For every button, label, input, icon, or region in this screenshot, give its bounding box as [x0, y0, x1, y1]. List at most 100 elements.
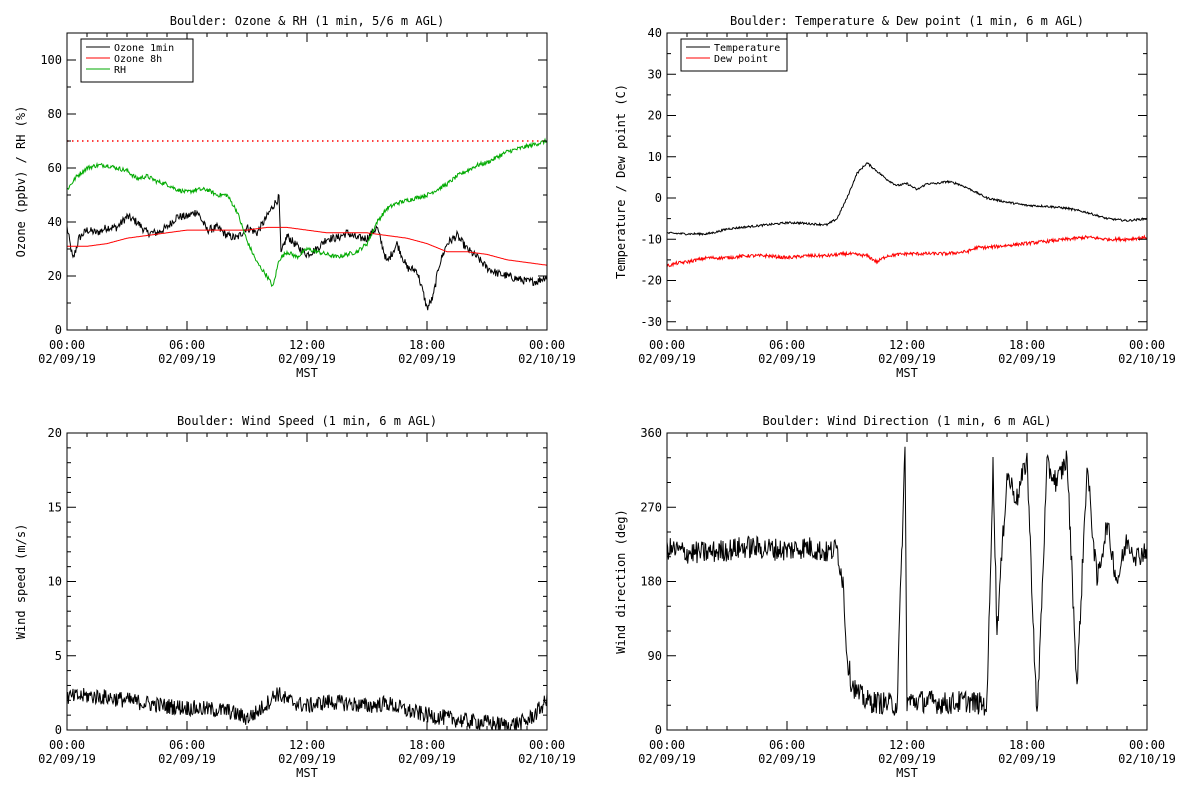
series-line-data: [667, 446, 1147, 716]
y-tick-label: 40: [648, 26, 662, 40]
legend-entry: Ozone 1min: [114, 43, 174, 54]
plot-area: [67, 687, 547, 730]
chart-title: Boulder: Wind Direction (1 min, 6 m AGL): [763, 414, 1052, 428]
x-tick-time-label: 18:00: [409, 738, 445, 752]
y-tick-label: 0: [655, 191, 662, 205]
series-line-ozone-8h: [67, 226, 547, 266]
y-tick-label: 20: [48, 269, 62, 283]
series-line-data: [67, 687, 547, 730]
plot-area: [667, 162, 1147, 268]
y-tick-label: 0: [55, 723, 62, 737]
x-tick-date-label: 02/09/19: [158, 352, 216, 366]
y-tick-label: 20: [48, 426, 62, 440]
x-tick-time-label: 00:00: [529, 338, 565, 352]
x-tick-date-label: 02/09/19: [38, 752, 96, 766]
series-line-dew-point: [667, 234, 1147, 268]
chart-panel-3: Boulder: Wind Speed (1 min, 6 m AGL) 0 5 10…: [14, 414, 576, 780]
x-tick-date-label: 02/09/19: [998, 352, 1056, 366]
x-tick-time-label: 18:00: [1009, 738, 1045, 752]
x-axis-label: MST: [296, 766, 318, 780]
legend-box: [680, 38, 788, 72]
x-tick-time-label: 00:00: [49, 738, 85, 752]
x-tick-time-label: 18:00: [1009, 338, 1045, 352]
x-tick-date-label: 02/09/19: [638, 752, 696, 766]
x-axis-label: MST: [296, 366, 318, 380]
x-tick-date-label: 02/09/19: [158, 752, 216, 766]
x-tick-time-label: 06:00: [769, 338, 805, 352]
x-tick-time-label: 00:00: [649, 738, 685, 752]
y-tick-label: 15: [48, 500, 62, 514]
y-tick-label: -30: [640, 315, 662, 329]
legend-box: [80, 38, 194, 83]
plot-area: [67, 137, 547, 311]
y-tick-label: 10: [648, 150, 662, 164]
y-tick-label: 80: [48, 107, 62, 121]
chart-panel-1: Boulder: Ozone & RH (1 min, 5/6 m AGL) 02…: [14, 14, 576, 380]
y-tick-label: 100: [40, 53, 62, 67]
series-line-temperature: [667, 162, 1147, 237]
y-tick-label: -20: [640, 274, 662, 288]
y-tick-label: 5: [55, 649, 62, 663]
x-tick-time-label: 06:00: [169, 338, 205, 352]
y-tick-label: 0: [655, 723, 662, 737]
y-tick-label: 360: [640, 426, 662, 440]
chart-panel-2: Boulder: Temperature & Dew point (1 min,…: [614, 14, 1176, 380]
y-axis-label: Temperature / Dew point (C): [614, 84, 628, 279]
y-tick-label: -10: [640, 232, 662, 246]
x-tick-time-label: 00:00: [529, 738, 565, 752]
y-tick-label: 10: [48, 575, 62, 589]
x-tick-time-label: 12:00: [289, 738, 325, 752]
x-tick-date-label: 02/09/19: [278, 752, 336, 766]
x-tick-date-label: 02/09/19: [398, 352, 456, 366]
x-tick-time-label: 00:00: [649, 338, 685, 352]
y-axis-label: Wind direction (deg): [614, 509, 628, 654]
legend-entry: Dew point: [714, 54, 768, 65]
x-tick-date-label: 02/10/19: [1118, 752, 1176, 766]
y-axis-label: Ozone (ppbv) / RH (%): [14, 106, 28, 258]
series-line-ozone-1min: [67, 193, 547, 311]
legend-entry: Temperature: [714, 43, 780, 54]
chart-panel-4: Boulder: Wind Direction (1 min, 6 m AGL)…: [614, 414, 1176, 780]
x-tick-time-label: 06:00: [169, 738, 205, 752]
legend-entry: RH: [114, 65, 126, 76]
x-tick-date-label: 02/09/19: [878, 752, 936, 766]
y-tick-label: 90: [648, 649, 662, 663]
x-tick-date-label: 02/09/19: [38, 352, 96, 366]
y-tick-label: 270: [640, 500, 662, 514]
x-tick-time-label: 00:00: [1129, 738, 1165, 752]
x-tick-date-label: 02/09/19: [758, 752, 816, 766]
x-tick-time-label: 18:00: [409, 338, 445, 352]
x-tick-date-label: 02/09/19: [878, 352, 936, 366]
x-tick-time-label: 00:00: [49, 338, 85, 352]
legend-entry: Ozone 8h: [114, 54, 162, 65]
y-tick-label: 40: [48, 215, 62, 229]
x-axis-label: MST: [896, 766, 918, 780]
x-tick-time-label: 12:00: [289, 338, 325, 352]
chart-title: Boulder: Temperature & Dew point (1 min,…: [730, 14, 1084, 28]
x-tick-date-label: 02/09/19: [998, 752, 1056, 766]
plot-frame: [66, 432, 548, 731]
x-axis-label: MST: [896, 366, 918, 380]
x-tick-time-label: 06:00: [769, 738, 805, 752]
chart-title: Boulder: Wind Speed (1 min, 6 m AGL): [177, 414, 437, 428]
x-tick-date-label: 02/10/19: [518, 752, 576, 766]
x-tick-date-label: 02/10/19: [518, 352, 576, 366]
y-axis-label: Wind speed (m/s): [14, 524, 28, 640]
plot-area: [667, 446, 1147, 716]
y-tick-label: 60: [48, 161, 62, 175]
x-tick-date-label: 02/09/19: [758, 352, 816, 366]
x-tick-time-label: 00:00: [1129, 338, 1165, 352]
x-tick-date-label: 02/09/19: [638, 352, 696, 366]
x-tick-date-label: 02/10/19: [1118, 352, 1176, 366]
chart-title: Boulder: Ozone & RH (1 min, 5/6 m AGL): [170, 14, 445, 28]
x-tick-time-label: 12:00: [889, 738, 925, 752]
y-tick-label: 20: [648, 109, 662, 123]
x-tick-date-label: 02/09/19: [278, 352, 336, 366]
y-tick-label: 180: [640, 575, 662, 589]
y-tick-label: 30: [648, 67, 662, 81]
x-tick-time-label: 12:00: [889, 338, 925, 352]
